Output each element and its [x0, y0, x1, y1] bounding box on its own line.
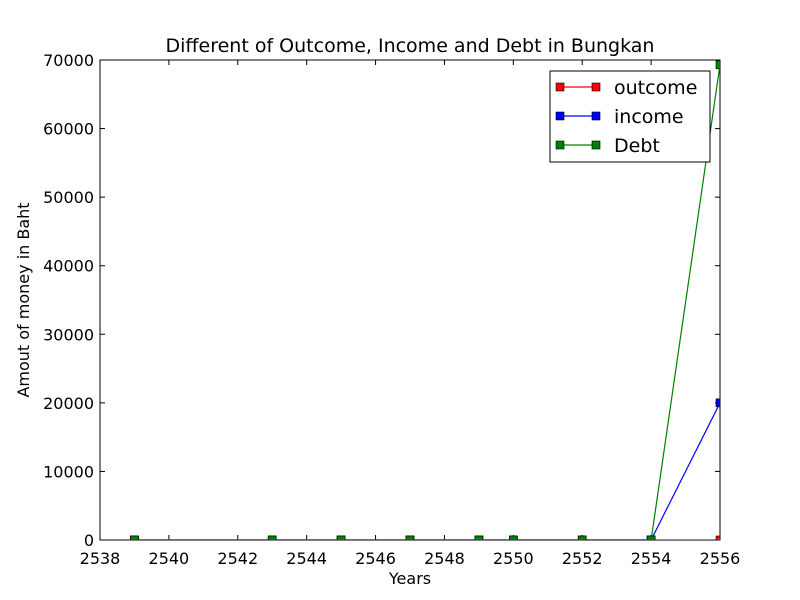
x-tick-label-9: 2556 — [700, 549, 741, 568]
y-tick-label-4: 40000 — [43, 257, 94, 276]
data-point-debt-3 — [405, 535, 415, 540]
data-point-debt-6 — [577, 535, 587, 540]
x-tick-label-4: 2546 — [355, 549, 396, 568]
x-tick-label-3: 2544 — [286, 549, 327, 568]
y-tick-label-3: 30000 — [43, 325, 94, 344]
data-point-debt-2 — [336, 535, 346, 540]
y-tick-label-2: 20000 — [43, 394, 94, 413]
legend-label-income: income — [614, 106, 684, 128]
data-point-debt-7 — [646, 535, 656, 540]
data-point-debt-8 — [715, 60, 720, 70]
y-tick-label-1: 10000 — [43, 462, 94, 481]
data-point-debt-0 — [130, 535, 139, 540]
x-tick-label-7: 2552 — [562, 549, 603, 568]
x-tick-label-8: 2554 — [631, 549, 672, 568]
data-point-debt-5 — [509, 535, 518, 540]
series-line-income — [134, 402, 720, 540]
legend-label-outcome: outcome — [614, 77, 697, 99]
y-axis-label: Amout of money in Baht — [14, 202, 33, 397]
legend-marker-right-income — [591, 111, 601, 121]
legend-label-debt: Debt — [614, 135, 660, 157]
data-point-debt-1 — [267, 535, 277, 540]
legend-marker-right-outcome — [591, 82, 601, 92]
y-tick-label-6: 60000 — [43, 120, 94, 139]
legend-marker-left-income — [555, 111, 565, 121]
x-tick-label-0: 2538 — [80, 549, 121, 568]
series-group — [130, 60, 720, 540]
x-tick-label-2: 2542 — [217, 549, 258, 568]
x-tick-label-5: 2548 — [424, 549, 465, 568]
y-tick-label-0: 0 — [84, 531, 94, 550]
y-tick-label-7: 70000 — [43, 51, 94, 70]
data-point-income-8 — [715, 398, 720, 408]
y-tick-label-5: 50000 — [43, 188, 94, 207]
x-tick-label-1: 2540 — [149, 549, 190, 568]
x-axis-label: Years — [388, 569, 431, 588]
data-point-outcome-8 — [715, 535, 720, 540]
data-point-debt-4 — [474, 535, 484, 540]
legend-marker-left-debt — [555, 140, 565, 150]
legend-marker-left-outcome — [555, 82, 565, 92]
chart-title: Different of Outcome, Income and Debt in… — [166, 35, 655, 57]
legend-marker-right-debt — [591, 140, 601, 150]
legend: outcome income Debt — [549, 70, 711, 163]
x-tick-label-6: 2550 — [493, 549, 534, 568]
